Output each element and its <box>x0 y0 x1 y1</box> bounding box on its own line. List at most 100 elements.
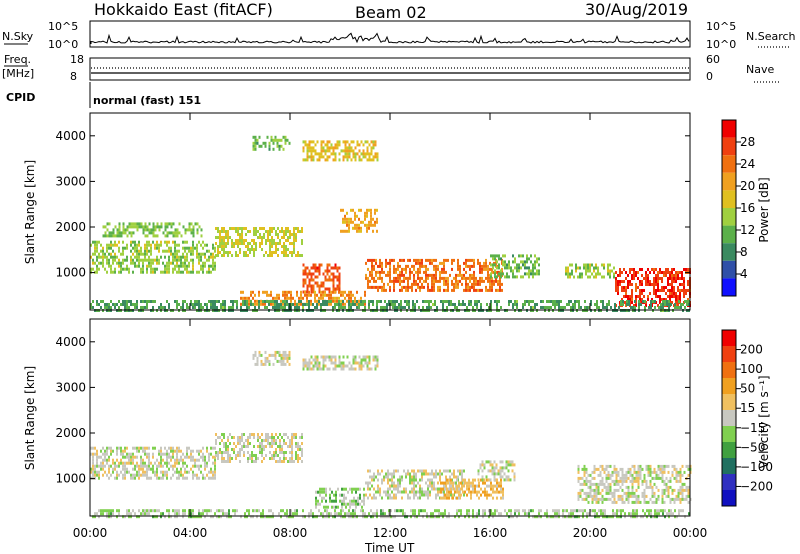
nsearch-label: N.Search <box>746 30 796 43</box>
power-colorbar-label: Power [dB] <box>757 177 771 242</box>
velocity-colorbar-label: Velocity [m s⁻¹] <box>757 375 771 468</box>
velocity-region <box>302 355 379 371</box>
colorbar-swatch <box>722 378 736 394</box>
power-colorbar: 4 8 12 16 20 24 28 <box>721 119 755 297</box>
colorbar-tick-label: 15 <box>740 401 755 415</box>
power-region <box>565 263 615 279</box>
velocity-region <box>90 446 216 480</box>
nsearch-tick-top: 10^5 <box>706 20 736 33</box>
nsky-label: N.Sky <box>2 30 34 43</box>
xtick-label: 00:00 <box>73 526 108 540</box>
colorbar-tick-label: −50 <box>740 440 765 454</box>
freq-tick-bottom: 8 <box>70 70 77 83</box>
ytick-label: 2000 <box>55 426 86 440</box>
nave-tick-top: 60 <box>706 53 720 66</box>
colorbar-swatch <box>722 490 736 506</box>
velocity-region <box>440 478 504 500</box>
power-region <box>102 222 203 238</box>
colorbar-swatch <box>722 442 736 458</box>
nsky-tick-bottom: 10^0 <box>48 38 78 51</box>
beam-label: Beam 02 <box>355 3 427 22</box>
colorbar-swatch <box>722 278 736 296</box>
power-region <box>365 258 503 292</box>
nave-tick-bottom: 0 <box>706 70 713 83</box>
colorbar-tick-label: 4 <box>740 267 748 281</box>
velocity-region <box>215 433 303 463</box>
power-region <box>302 140 379 162</box>
xtick-label: 16:00 <box>473 526 508 540</box>
date-label: 30/Aug/2019 <box>585 0 688 19</box>
velocity-region <box>92 509 690 519</box>
colorbar-swatch <box>722 137 736 156</box>
xlabel: Time UT <box>364 541 415 554</box>
xtick-label: 00:00 <box>673 526 708 540</box>
colorbar-swatch <box>722 155 736 173</box>
colorbar-tick-label: −100 <box>740 460 773 474</box>
colorbar-tick-label: −200 <box>740 479 773 493</box>
colorbar-tick-label: 12 <box>740 223 755 237</box>
ytick-label: 4000 <box>55 129 86 143</box>
nsearch-tick-bottom: 10^0 <box>706 38 736 51</box>
xtick-label: 12:00 <box>373 526 408 540</box>
colorbar-tick-label: 24 <box>740 157 755 171</box>
velocity-region <box>577 464 692 504</box>
velocity-data <box>90 350 692 519</box>
velocity-region <box>315 487 365 509</box>
colorbar-swatch <box>722 225 736 244</box>
colorbar-swatch <box>722 346 736 362</box>
colorbar-tick-label: 8 <box>740 245 748 259</box>
power-region <box>615 268 691 307</box>
colorbar-tick-label: 20 <box>740 179 755 193</box>
colorbar-swatch <box>722 120 736 138</box>
velocity-region <box>252 350 291 366</box>
freq-unit: [MHz] <box>2 67 34 80</box>
colorbar-swatch <box>722 330 736 346</box>
ytick-label: 2000 <box>55 220 86 234</box>
colorbar-swatch <box>722 362 736 378</box>
freq-label: Freq. <box>4 53 31 66</box>
colorbar-tick-label: −15 <box>740 421 765 435</box>
power-region <box>490 254 540 279</box>
velocity-ylabel: Slant Range [km] <box>23 366 37 470</box>
power-region <box>340 208 378 233</box>
colorbar-tick-label: 200 <box>740 343 763 357</box>
freq-panel: Freq. [MHz] 18 8 60 0 Nave <box>2 53 780 83</box>
nsky-panel: N.Sky 10^5 10^0 10^5 10^0 N.Search <box>2 20 796 51</box>
colorbar-tick-label: 16 <box>740 201 755 215</box>
velocity-region <box>477 460 516 482</box>
freq-tick-top: 18 <box>70 53 84 66</box>
power-region <box>90 240 216 274</box>
colorbar-swatch <box>722 410 736 426</box>
nsky-trace <box>90 32 690 44</box>
time-axis: 00:00 04:00 08:00 12:00 16:00 20:00 00:00 <box>73 113 708 540</box>
ytick-label: 1000 <box>55 266 86 280</box>
colorbar-tick-label: 28 <box>740 135 755 149</box>
power-region <box>302 263 341 294</box>
ytick-label: 3000 <box>55 380 86 394</box>
colorbar-tick-label: 50 <box>740 382 755 396</box>
cpid-text: normal (fast) 151 <box>93 94 201 107</box>
power-panel: 1000 2000 3000 4000 Slant Range [km] 4 8 12 16… <box>23 112 771 312</box>
ytick-label: 3000 <box>55 174 86 188</box>
colorbar-swatch <box>722 458 736 474</box>
colorbar-swatch <box>722 243 736 261</box>
colorbar-swatch <box>722 474 736 490</box>
nave-label: Nave <box>746 63 774 76</box>
velocity-panel: 1000 2000 3000 4000 Slant Range [km] 200 100… <box>23 318 773 519</box>
colorbar-swatch <box>722 260 736 279</box>
power-region <box>215 227 303 257</box>
power-data <box>90 135 691 312</box>
cpid-label: CPID <box>6 91 35 104</box>
radar-title: Hokkaido East (fitACF) <box>94 0 273 19</box>
colorbar-swatch <box>722 426 736 442</box>
cpid-panel: CPID normal (fast) 151 <box>6 82 201 108</box>
colorbar-swatch <box>722 190 736 208</box>
colorbar-swatch <box>722 172 736 191</box>
xtick-label: 08:00 <box>273 526 308 540</box>
power-ylabel: Slant Range [km] <box>23 160 37 264</box>
colorbar-tick-label: 100 <box>740 362 763 376</box>
ytick-label: 1000 <box>55 472 86 486</box>
power-region <box>252 135 291 151</box>
colorbar-swatch <box>722 208 736 226</box>
